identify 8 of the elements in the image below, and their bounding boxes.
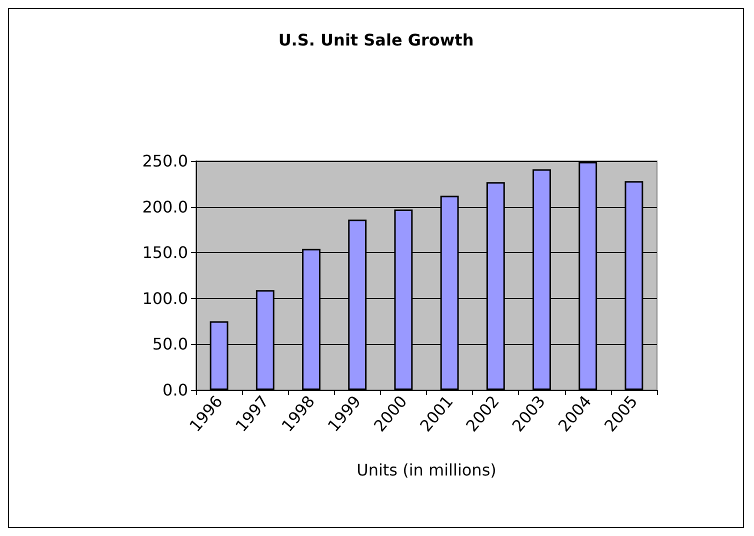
y-tick-label: 50.0	[152, 334, 188, 354]
y-tick-label: 0.0	[162, 380, 188, 400]
y-tick-label: 150.0	[142, 243, 188, 262]
y-tick-label: 100.0	[142, 288, 188, 308]
y-tick-label: 250.0	[142, 152, 188, 170]
x-axis-title: Units (in millions)	[356, 460, 496, 480]
chart-title: U.S. Unit Sale Growth	[278, 30, 474, 50]
y-tick-label: 200.0	[142, 197, 188, 216]
